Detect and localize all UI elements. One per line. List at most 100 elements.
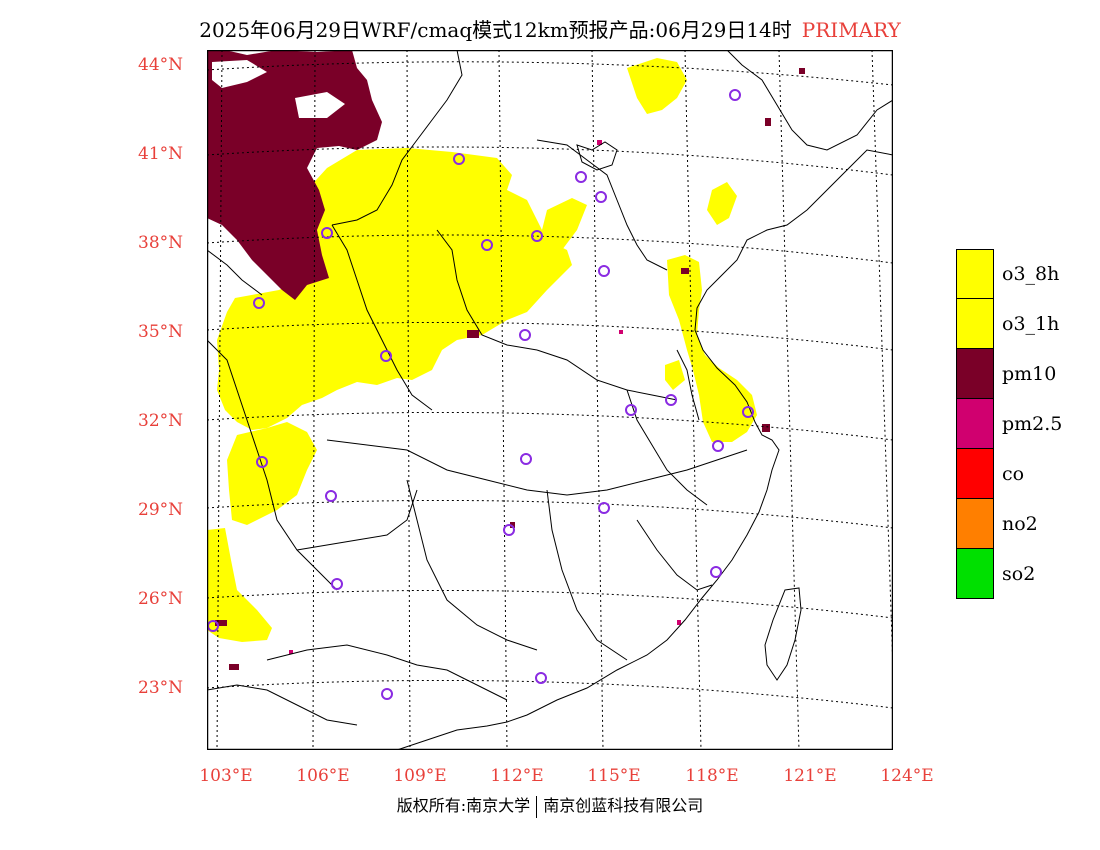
border-guangxi: [266, 644, 508, 701]
map-title: 2025年06月29日WRF/cmaq模式12km预报产品:06月29日14时 P…: [0, 14, 1100, 43]
lat-label-38: 38°N: [138, 233, 184, 253]
lat-label-29: 29°N: [138, 500, 184, 520]
lon-label-118: 118°E: [685, 766, 739, 786]
legend-swatch: [956, 299, 994, 349]
lon-label-109: 109°E: [393, 766, 447, 786]
legend-label: o3_8h: [1002, 263, 1060, 285]
station-marker: [321, 227, 333, 239]
coastline: [396, 149, 893, 750]
pixel: [467, 330, 479, 338]
parallel-35: [207, 321, 893, 351]
station-marker: [729, 89, 741, 101]
legend-label: co: [1002, 463, 1025, 485]
station-marker: [598, 265, 610, 277]
o3-region-north: [217, 148, 572, 430]
station-marker: [595, 191, 607, 203]
border-anhui: [626, 389, 708, 506]
parallel-38: [207, 234, 893, 264]
legend-swatch: [956, 499, 994, 549]
graticule: [207, 50, 893, 750]
parallel-44: [207, 61, 893, 86]
station-marker: [481, 239, 493, 251]
pixel: [215, 620, 227, 626]
legend-swatch: [956, 349, 994, 399]
border-northeast: [726, 50, 893, 151]
border-yunnan: [207, 684, 358, 726]
legend-swatch: [956, 549, 994, 599]
meridian-109: [406, 50, 411, 750]
legend-swatch: [956, 249, 994, 299]
border-jiangxi: [546, 489, 628, 661]
o3-region-northeast: [707, 182, 737, 225]
meridian-124: [871, 50, 893, 671]
pm10-region-northwest-gap2: [295, 92, 345, 118]
lat-label-44: 44°N: [138, 55, 184, 75]
border-shaanxi: [331, 224, 433, 411]
map-background: [207, 50, 893, 750]
station-marker: [535, 672, 547, 684]
lon-label-112: 112°E: [490, 766, 544, 786]
lat-label-35: 35°N: [138, 322, 184, 342]
o3-regions: [207, 58, 757, 642]
footer-separator: [536, 795, 538, 818]
pixel: [289, 650, 293, 654]
station-marker: [598, 502, 610, 514]
legend-label: o3_1h: [1002, 313, 1060, 335]
parallel-41: [207, 146, 893, 176]
parallel-32: [207, 411, 893, 441]
station-marker: [256, 456, 268, 468]
station-marker: [331, 578, 343, 590]
border-hunan: [406, 479, 538, 651]
lat-label-32: 32°N: [138, 411, 184, 431]
station-marker: [520, 453, 532, 465]
station-marker: [519, 329, 531, 341]
pollutant-map: [207, 50, 893, 750]
meridian-103: [216, 50, 223, 750]
legend-swatch: [956, 399, 994, 449]
border-sichuan: [207, 339, 338, 591]
o3-region-hubei: [665, 360, 685, 390]
station-marker: [503, 524, 515, 536]
border-henan: [536, 349, 678, 401]
pixel: [677, 620, 681, 625]
meridian-106: [312, 50, 316, 750]
pm10-region-northwest: [207, 50, 382, 300]
pixel: [597, 140, 602, 145]
lon-label-103: 103°E: [199, 766, 253, 786]
station-marker: [453, 153, 465, 165]
border-fujian: [636, 519, 713, 591]
boundaries: [207, 50, 893, 750]
legend-label: pm2.5: [1002, 413, 1063, 435]
title-main: 2025年06月29日WRF/cmaq模式12km预报产品:06月29日14时: [199, 18, 792, 42]
border-beijing: [576, 141, 618, 171]
border-guizhou: [296, 489, 418, 551]
pixel: [765, 118, 771, 126]
title-tag: PRIMARY: [801, 18, 901, 42]
pixel: [510, 522, 515, 528]
o3-region-inner-mongolia: [627, 58, 687, 114]
pixel: [681, 268, 689, 274]
border-north: [331, 50, 463, 226]
parallel-26: [207, 589, 893, 619]
taiwan: [764, 587, 802, 681]
station-marker: [625, 404, 637, 416]
station-marker: [325, 490, 337, 502]
lon-label-115: 115°E: [587, 766, 641, 786]
station-marker: [665, 394, 677, 406]
lat-label-41: 41°N: [138, 144, 184, 164]
station-marker: [253, 297, 265, 309]
station-marker: [531, 230, 543, 242]
station-marker: [712, 440, 724, 452]
meridian-115: [591, 50, 604, 750]
station-marker: [381, 688, 393, 700]
lon-label-124: 124°E: [880, 766, 934, 786]
hotspot-pixels: [215, 68, 805, 670]
o3-region-east-coast: [667, 255, 757, 442]
o3-region-shandong: [539, 198, 587, 260]
pixel: [762, 424, 770, 432]
border-shanxi: [436, 229, 538, 351]
station-marker: [575, 171, 587, 183]
meridian-121: [778, 50, 800, 750]
lat-label-26: 26°N: [138, 589, 184, 609]
legend-label: so2: [1002, 563, 1036, 585]
